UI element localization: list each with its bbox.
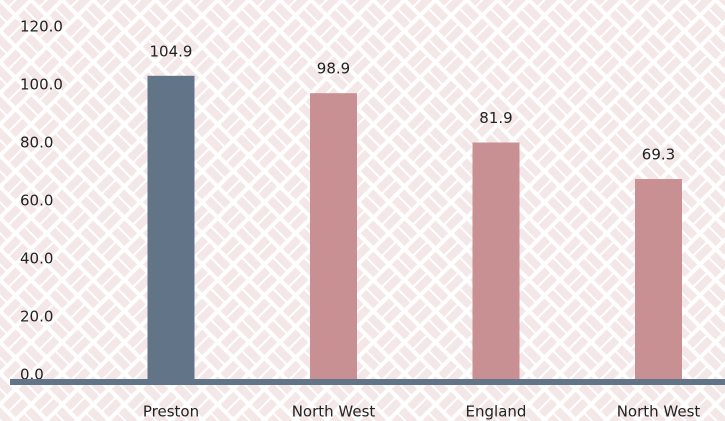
x-axis: [10, 379, 725, 385]
x-tick-label: North West: [292, 403, 376, 421]
x-tick-label: Preston: [143, 403, 199, 421]
x-tick-label: North West: [617, 403, 701, 421]
y-tick-label: 120.0: [20, 18, 63, 36]
value-label: 98.9: [317, 60, 350, 78]
y-tick-label: 100.0: [20, 76, 63, 94]
bar: [472, 142, 520, 380]
value-label: 81.9: [479, 109, 512, 127]
bar: [310, 93, 357, 380]
x-tick-label: England: [466, 403, 527, 421]
y-tick-label: 20.0: [20, 308, 53, 326]
y-tick-label: 60.0: [20, 192, 53, 210]
value-label: 104.9: [150, 42, 193, 60]
bar: [635, 179, 682, 380]
y-tick-label: 40.0: [20, 250, 53, 268]
bar: [147, 75, 195, 380]
value-label: 69.3: [642, 146, 675, 164]
y-tick-label: 80.0: [20, 134, 53, 152]
